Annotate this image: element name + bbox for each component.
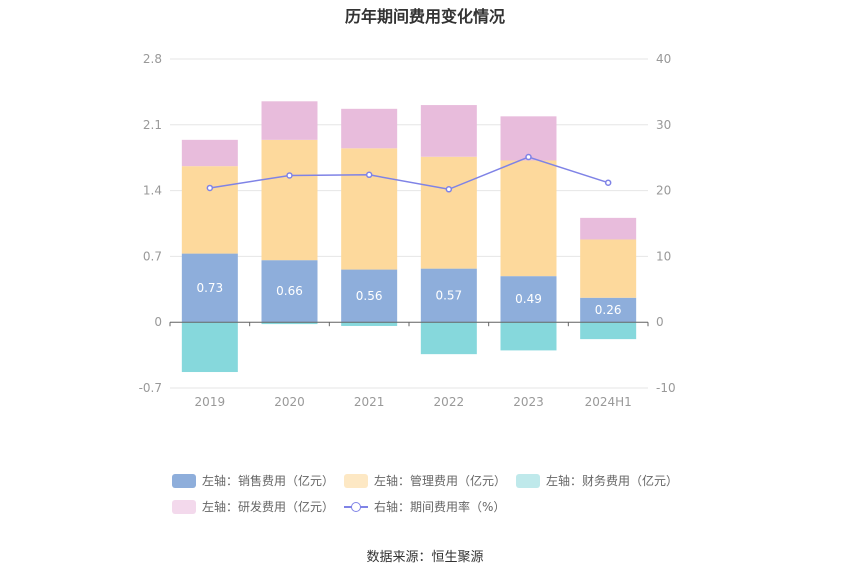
bar-segment [341,148,398,270]
grid-lines [170,58,648,389]
legend-item-admin[interactable]: 左轴：管理费用（亿元） [344,472,506,489]
bar-data-label: 0.56 [356,289,383,303]
legend-item-ratio[interactable]: 右轴：期间费用率（%） [344,498,505,515]
bar-segment [181,253,238,323]
legend-line-icon [344,500,368,514]
bar-segment [261,322,318,325]
legend-label-finance: 左轴：财务费用（亿元） [546,474,679,488]
ratio-point [445,186,453,193]
legend-swatch-sales [172,473,196,488]
right-tick-label: 30 [656,118,671,132]
bar-segment [580,239,637,298]
legend-swatch-rd [172,499,196,514]
bar-segment [341,322,398,326]
zero-axis [169,321,649,327]
right-tick-label: 40 [656,52,671,66]
bar-segment [580,217,637,240]
right-axis-ticks: -10 0 10 20 30 40 [656,52,676,395]
bar-segment [341,269,398,323]
bar-segment [420,156,477,269]
legend-label-admin: 左轴：管理费用（亿元） [374,474,507,488]
bar-segment [580,297,637,323]
category-label: 2023 [513,395,544,409]
legend-label-sales: 左轴：销售费用（亿元） [202,474,335,488]
bar-segment [181,139,238,167]
legend-item-finance[interactable]: 左轴：财务费用（亿元） [516,472,678,489]
legend-label-rd: 左轴：研发费用（亿元） [202,500,335,514]
bar-segment [420,268,477,323]
bar-segment [500,116,557,161]
category-label: 2020 [274,395,305,409]
left-tick-label: 0.7 [143,249,162,263]
ratio-point [206,184,214,192]
bar-data-label: 0.49 [515,292,542,306]
bar-labels: 0.73 0.66 0.56 0.57 0.49 0.26 [196,281,621,317]
category-label: 2024H1 [585,395,632,409]
category-label: 2019 [195,395,226,409]
right-tick-label: 10 [656,249,671,263]
bars [181,101,637,373]
left-tick-label: 2.8 [143,52,162,66]
left-tick-label: 0 [154,315,162,329]
bar-segment [261,101,318,140]
bar-segment [420,105,477,157]
data-source: 数据来源：恒生聚源 [366,550,484,565]
bar-segment [500,160,557,277]
bar-segment [580,322,637,340]
category-label: 2022 [434,395,465,409]
right-tick-label: -10 [656,381,676,395]
right-tick-label: 0 [656,315,664,329]
right-tick-label: 20 [656,184,671,198]
bar-segment [500,276,557,323]
legend-swatch-admin [344,473,368,488]
bar-data-label: 0.57 [435,288,462,302]
bar-segment [341,108,398,149]
bar-data-label: 0.26 [595,303,622,317]
left-tick-label: 2.1 [143,118,162,132]
bar-segment [261,139,318,261]
ratio-point [525,153,532,161]
ratio-point [286,172,293,179]
ratio-point [365,171,373,179]
legend-label-ratio: 右轴：期间费用率（%） [374,500,506,514]
bar-data-label: 0.66 [276,284,303,298]
ratio-line [206,153,612,193]
left-tick-label: -0.7 [139,381,162,395]
ratio-line-path [209,156,609,191]
bar-segment [181,166,238,254]
category-axis-labels: 2019 2020 2021 2022 2023 2024H1 [195,395,632,409]
legend-swatch-finance [516,473,540,488]
bar-data-label: 0.73 [196,281,223,295]
ratio-point [604,179,612,186]
bar-segment [181,322,238,373]
chart-title: 历年期间费用变化情况 [344,7,505,26]
left-tick-label: 1.4 [143,184,162,198]
left-axis-ticks: -0.7 0 0.7 1.4 2.1 2.8 [139,52,162,395]
bar-segment [500,322,557,351]
category-label: 2021 [354,395,385,409]
bar-segment [261,260,318,323]
bar-segment [420,322,477,355]
legend-item-rd[interactable]: 左轴：研发费用（亿元） [172,498,334,515]
legend-item-sales[interactable]: 左轴：销售费用（亿元） [172,472,334,489]
